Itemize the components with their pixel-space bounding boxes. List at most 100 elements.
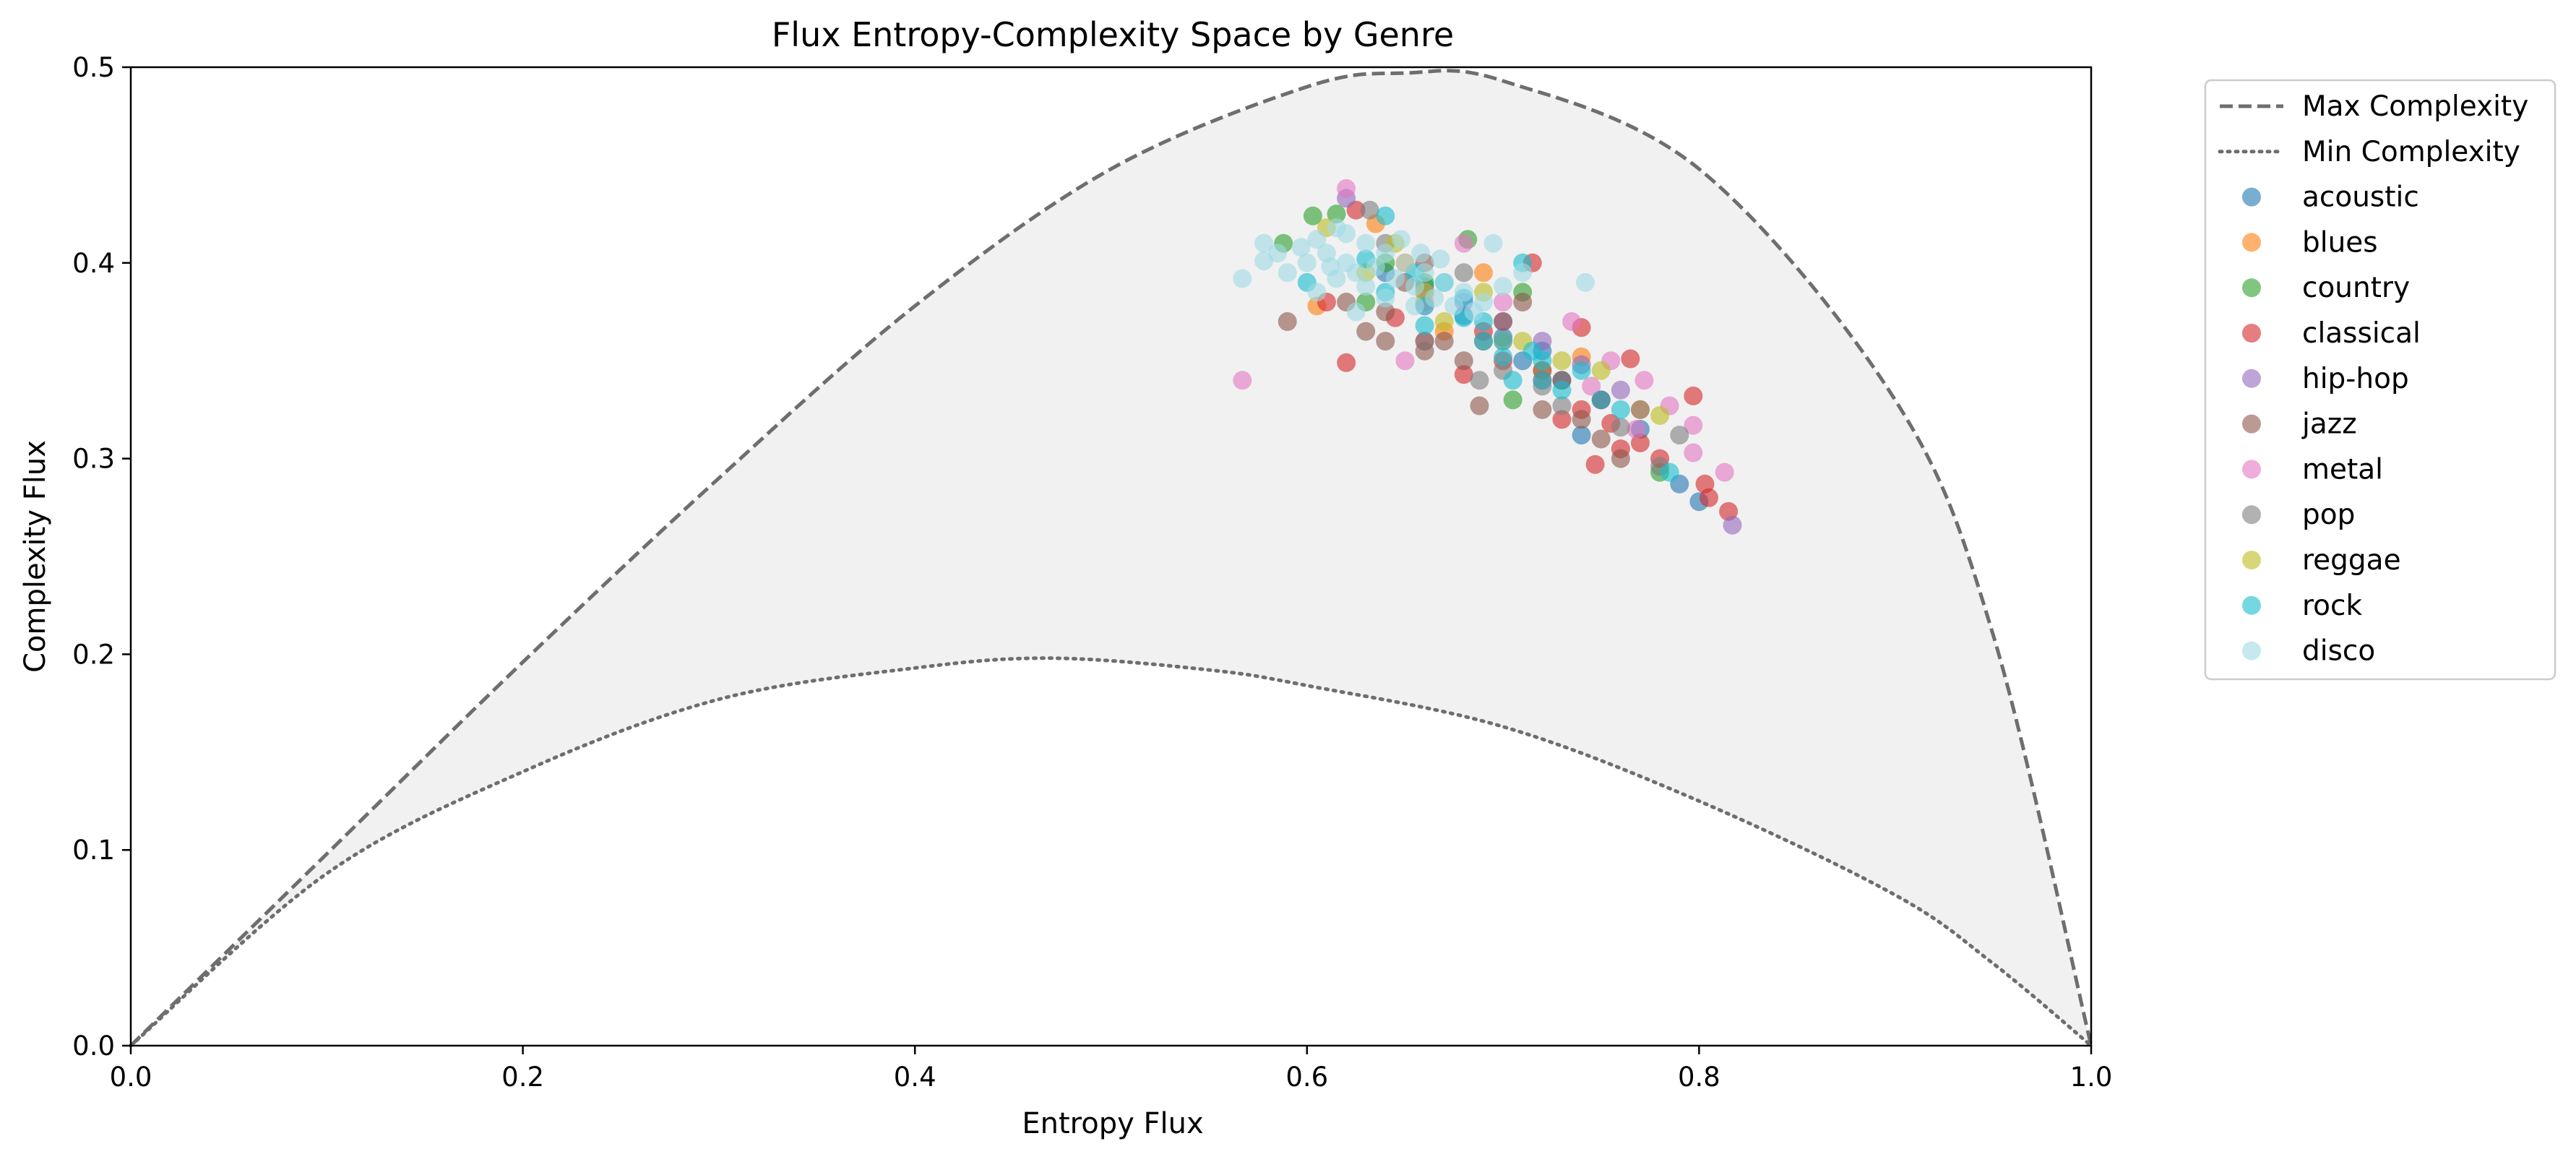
scatter-point <box>1670 426 1689 445</box>
scatter-point <box>1454 233 1473 253</box>
legend-frame <box>2204 79 2556 681</box>
scatter-point <box>1268 244 1288 263</box>
scatter-point <box>1385 269 1405 288</box>
scatter-point <box>1552 380 1572 400</box>
scatter-point <box>1503 371 1522 390</box>
legend-label: blues <box>2302 226 2378 259</box>
x-tick-label: 0.8 <box>1678 1062 1720 1093</box>
legend-marker <box>2242 595 2261 615</box>
legend-marker <box>2242 324 2261 343</box>
scatter-point <box>1591 361 1611 380</box>
scatter-point <box>1660 462 1679 482</box>
legend-marker <box>2242 551 2261 569</box>
scatter-point <box>1337 224 1356 244</box>
legend-marker <box>2242 187 2261 207</box>
scatter-point <box>1611 449 1630 468</box>
legend-label: pop <box>2302 499 2355 531</box>
scatter-point <box>1591 429 1611 449</box>
y-axis-ticks: 0.0 0.1 0.2 0.3 0.4 0.5 <box>72 52 131 1062</box>
max-complexity-curve <box>129 69 2093 1047</box>
scatter-point <box>1337 353 1356 372</box>
scatter-point <box>1405 296 1424 316</box>
legend-label: country <box>2302 272 2410 304</box>
legend-label: rock <box>2302 590 2362 622</box>
scatter-point <box>1278 312 1297 331</box>
scatter-point <box>1434 312 1454 331</box>
scatter-point <box>1356 233 1376 253</box>
scatter-point <box>1444 296 1464 316</box>
legend-label: reggae <box>2302 544 2401 577</box>
scatter-point <box>1684 386 1703 405</box>
scatter-point <box>1454 351 1473 371</box>
y-tick-label: 0.4 <box>72 248 115 279</box>
scatter-point <box>1425 288 1444 308</box>
scatter-point <box>1411 244 1431 263</box>
series-disco <box>1233 218 1595 322</box>
scatter-point <box>1723 515 1742 535</box>
scatter-point <box>1454 283 1473 302</box>
scatter-point <box>1533 351 1552 371</box>
scatter-point <box>1434 332 1454 351</box>
legend-label: classical <box>2302 317 2421 350</box>
scatter-point <box>1356 322 1376 341</box>
scatter-point <box>1360 200 1379 220</box>
scatter-point <box>1483 233 1503 253</box>
scatter-point <box>1376 302 1395 322</box>
x-tick-label: 0.2 <box>501 1062 544 1093</box>
scatter-point <box>1503 390 1522 410</box>
legend-marker <box>2242 460 2261 479</box>
scatter-point <box>1562 312 1582 331</box>
scatter-point <box>1576 272 1595 292</box>
x-tick-label: 1.0 <box>2070 1062 2113 1093</box>
min-complexity-curve <box>129 656 2093 1048</box>
scatter-point <box>1572 426 1591 445</box>
scatter-point <box>1431 249 1450 269</box>
scatter-point <box>1715 462 1734 482</box>
scatter-point <box>1582 376 1601 396</box>
scatter-point <box>1395 253 1415 272</box>
scatter-point <box>1307 230 1327 249</box>
scatter-point <box>1346 302 1366 322</box>
scatter-point <box>1470 371 1489 390</box>
scatter-point <box>1572 361 1591 380</box>
scatter-point <box>1337 178 1356 198</box>
scatter-point <box>1415 263 1434 283</box>
scatter-point <box>1684 416 1703 435</box>
scatter-point <box>1494 347 1513 366</box>
scatter-point <box>1474 332 1493 351</box>
scatter-point <box>1474 293 1493 311</box>
scatter-point <box>1254 233 1274 253</box>
scatter-point <box>1552 410 1572 429</box>
scatter-point <box>1533 400 1552 419</box>
scatter-point <box>1254 251 1274 271</box>
legend-marker <box>2242 641 2261 660</box>
scatter-point <box>1552 396 1572 416</box>
feasible-region-fill <box>131 70 2091 1046</box>
scatter-point <box>1415 316 1434 335</box>
scatter-point <box>1327 205 1346 224</box>
scatter-point <box>1321 257 1340 277</box>
scatter-point <box>1513 263 1533 283</box>
scatter-point <box>1470 396 1489 416</box>
scatter-point <box>1494 332 1513 351</box>
scatter-point <box>1376 332 1395 351</box>
scatter-point <box>1376 206 1395 225</box>
scatter-point <box>1634 371 1654 390</box>
scatter-point <box>1297 253 1317 272</box>
x-axis-label: Entropy Flux <box>1022 1107 1203 1140</box>
legend-label: acoustic <box>2302 181 2419 214</box>
scatter-point <box>1303 206 1322 225</box>
scatter-point <box>1356 277 1376 296</box>
scatter-point <box>1307 283 1327 302</box>
legend-label: metal <box>2302 453 2383 486</box>
scatter-point <box>1392 230 1410 249</box>
scatter-point <box>1650 406 1670 425</box>
scatter-point <box>1278 263 1297 283</box>
scatter-point <box>1474 263 1493 283</box>
axes-frame <box>129 66 2093 1047</box>
scatter-point <box>1591 390 1611 410</box>
scatter-point <box>1233 371 1252 390</box>
scatter-point <box>1494 293 1513 311</box>
scatter-point <box>1627 420 1646 439</box>
